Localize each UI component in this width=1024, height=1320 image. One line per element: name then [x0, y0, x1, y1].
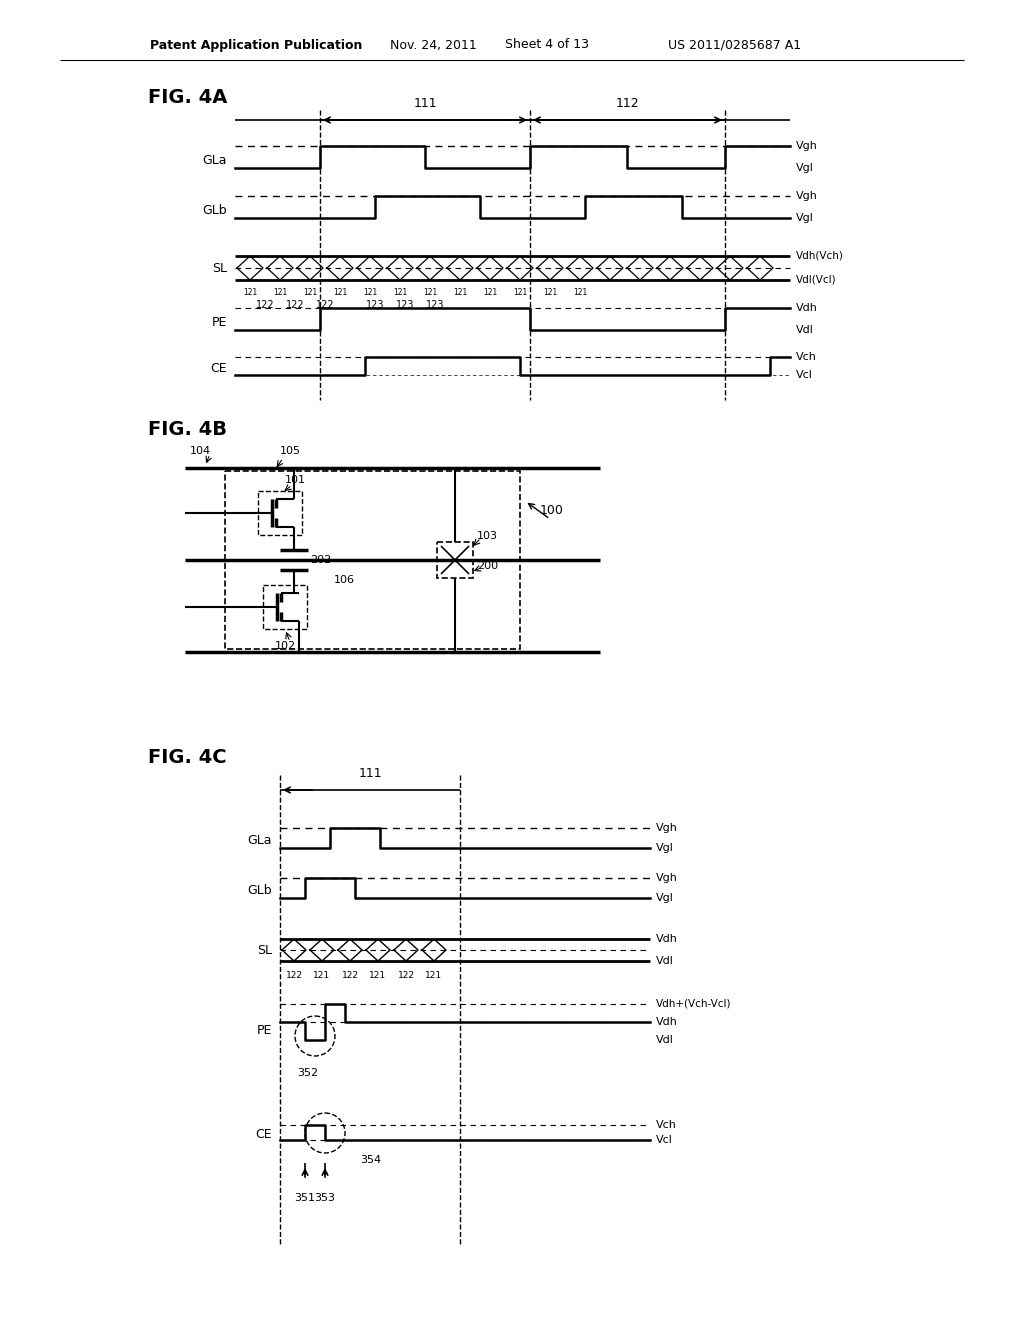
Text: 122: 122 [286, 300, 304, 310]
Text: PE: PE [212, 315, 227, 329]
Text: 121: 121 [370, 972, 387, 979]
Text: 353: 353 [314, 1193, 336, 1203]
Text: PE: PE [257, 1023, 272, 1036]
Text: FIG. 4B: FIG. 4B [148, 420, 227, 440]
Text: SL: SL [212, 261, 227, 275]
Text: Vgh: Vgh [656, 822, 678, 833]
Text: Vdl(Vcl): Vdl(Vcl) [796, 275, 837, 285]
Text: CE: CE [210, 363, 227, 375]
Text: GLa: GLa [203, 153, 227, 166]
Text: 121: 121 [272, 288, 287, 297]
Text: 121: 121 [243, 288, 257, 297]
Text: Vgh: Vgh [796, 141, 818, 150]
Text: Vdh: Vdh [656, 935, 678, 944]
Text: SL: SL [257, 944, 272, 957]
Text: Vdh: Vdh [656, 1016, 678, 1027]
Text: 121: 121 [513, 288, 527, 297]
Text: Vgl: Vgl [656, 843, 674, 853]
Text: Vch: Vch [656, 1119, 677, 1130]
Text: 103: 103 [477, 531, 498, 541]
Text: Vgh: Vgh [656, 873, 678, 883]
Text: Sheet 4 of 13: Sheet 4 of 13 [505, 38, 589, 51]
Text: Vcl: Vcl [656, 1135, 673, 1144]
Text: 352: 352 [297, 1068, 318, 1078]
Text: 121: 121 [543, 288, 557, 297]
Text: 111: 111 [414, 96, 437, 110]
Text: 121: 121 [572, 288, 587, 297]
Text: Vgl: Vgl [796, 213, 814, 223]
Text: 102: 102 [275, 642, 296, 651]
Text: Vdl: Vdl [656, 956, 674, 966]
Text: 123: 123 [395, 300, 415, 310]
Text: 122: 122 [315, 300, 334, 310]
Text: 121: 121 [362, 288, 377, 297]
Text: 100: 100 [540, 504, 564, 517]
Text: 200: 200 [477, 561, 498, 572]
Text: 112: 112 [615, 96, 639, 110]
Text: 104: 104 [190, 446, 211, 455]
Text: Vgl: Vgl [796, 162, 814, 173]
Text: 351: 351 [295, 1193, 315, 1203]
Text: 121: 121 [303, 288, 317, 297]
Text: CE: CE [255, 1129, 272, 1142]
Text: Nov. 24, 2011: Nov. 24, 2011 [390, 38, 477, 51]
Text: 122: 122 [286, 972, 302, 979]
Text: 121: 121 [313, 972, 331, 979]
Text: 123: 123 [426, 300, 444, 310]
Text: Vgl: Vgl [656, 894, 674, 903]
Text: GLb: GLb [203, 203, 227, 216]
Text: 122: 122 [397, 972, 415, 979]
Text: 121: 121 [483, 288, 497, 297]
Text: Vdl: Vdl [796, 325, 814, 335]
Text: Vcl: Vcl [796, 370, 813, 380]
Text: 121: 121 [423, 288, 437, 297]
Text: 123: 123 [366, 300, 384, 310]
Text: 121: 121 [393, 288, 408, 297]
Text: 202: 202 [310, 554, 331, 565]
Text: 106: 106 [334, 576, 355, 585]
Text: 111: 111 [358, 767, 382, 780]
Text: 354: 354 [360, 1155, 381, 1166]
Text: GLb: GLb [248, 883, 272, 896]
Text: 121: 121 [333, 288, 347, 297]
Text: 122: 122 [256, 300, 274, 310]
Text: FIG. 4C: FIG. 4C [148, 748, 226, 767]
Text: FIG. 4A: FIG. 4A [148, 88, 227, 107]
Text: Vgh: Vgh [796, 191, 818, 201]
Text: Vdl: Vdl [656, 1035, 674, 1045]
Text: US 2011/0285687 A1: US 2011/0285687 A1 [668, 38, 801, 51]
Text: Patent Application Publication: Patent Application Publication [150, 38, 362, 51]
Text: Vdh+(Vch-Vcl): Vdh+(Vch-Vcl) [656, 999, 731, 1008]
Text: 121: 121 [453, 288, 467, 297]
Text: 105: 105 [280, 446, 301, 455]
Text: 122: 122 [341, 972, 358, 979]
Text: 101: 101 [285, 475, 306, 484]
Text: Vch: Vch [796, 352, 817, 362]
Text: GLa: GLa [248, 833, 272, 846]
Text: Vdh(Vch): Vdh(Vch) [796, 251, 844, 261]
Text: 121: 121 [425, 972, 442, 979]
Text: Vdh: Vdh [796, 304, 818, 313]
